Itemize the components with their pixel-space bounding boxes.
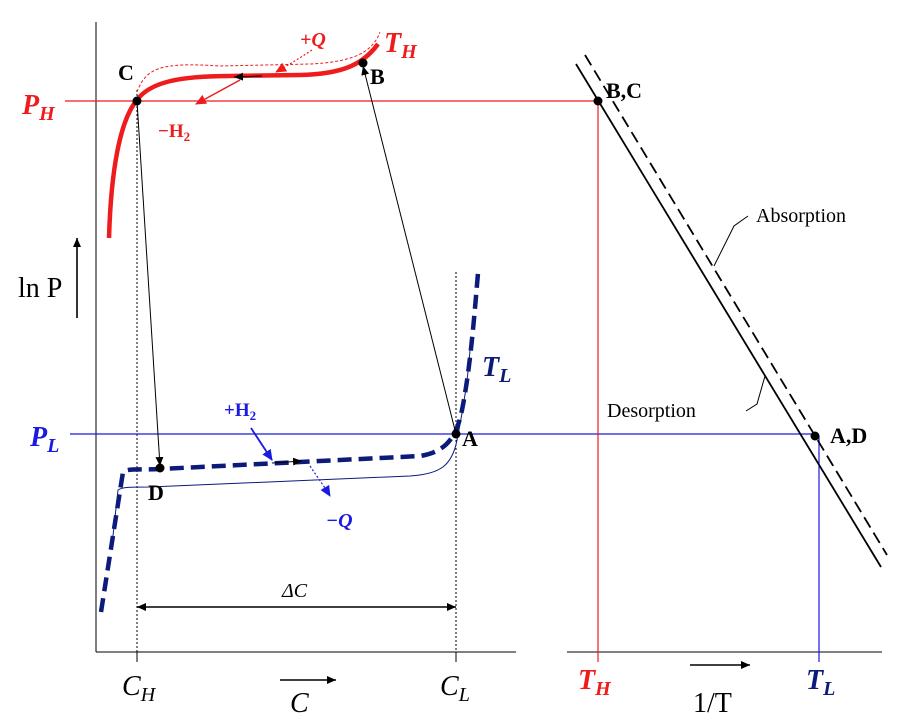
desorption-leader [745, 375, 766, 412]
minus-h2-arrow [195, 79, 241, 105]
minus-h2-label: −H2 [158, 121, 190, 144]
inv-t-axis-label: 1/T [693, 688, 732, 719]
point-bc-label: B,C [606, 78, 642, 103]
point-b-dot [358, 58, 368, 68]
plus-q-label: +Q [300, 29, 326, 51]
point-b-label: B [370, 64, 385, 89]
minus-q-dotted-arrow [309, 465, 331, 497]
point-ad-label: A,D [830, 423, 867, 448]
low-temp-thin-curve [111, 349, 471, 546]
plus-h2-label: +H2 [224, 400, 256, 423]
point-bc-dot [593, 96, 603, 106]
point-d-label: D [148, 480, 164, 505]
point-c-label: C [118, 60, 134, 85]
plus-h2-arrow [250, 427, 273, 461]
t-h-axis-label: TH [578, 665, 612, 700]
delta-c-label: ΔC [281, 580, 308, 602]
desorption-line [575, 63, 882, 568]
high-temp-desorption-curve [106, 42, 380, 239]
p-high-label: PH [21, 90, 56, 125]
c-h-label: CH [122, 671, 157, 706]
arrow-a-to-b [361, 65, 457, 435]
p-low-label: PL [29, 422, 59, 457]
absorption-leader [713, 215, 749, 267]
t-l-axis-label: TL [806, 665, 835, 700]
point-a-dot [451, 429, 461, 439]
point-c-dot [132, 96, 142, 106]
absorption-label: Absorption [756, 205, 846, 227]
high-temp-absorption-dashed [136, 31, 381, 93]
arrow-c-to-d [136, 100, 164, 467]
t-low-curve-label: TL [482, 352, 511, 387]
absorption-line [584, 54, 888, 556]
point-a-label: A [462, 426, 478, 451]
low-temp-absorption-dashed-curve [98, 272, 481, 613]
arrow-flow-top [233, 72, 263, 81]
arrow-flow-bottom [271, 457, 303, 466]
desorption-label: Desorption [607, 400, 696, 422]
c-l-label: CL [440, 671, 470, 706]
plus-q-dotted-arrow [275, 49, 313, 73]
left-panel-axes [95, 22, 516, 662]
minus-q-label: −Q [326, 510, 353, 532]
point-d-dot [155, 463, 165, 473]
c-axis-label: C [290, 688, 309, 719]
point-ad-dot [810, 431, 820, 441]
ln-p-label: ln P [18, 273, 62, 304]
t-high-curve-label: TH [384, 28, 418, 63]
